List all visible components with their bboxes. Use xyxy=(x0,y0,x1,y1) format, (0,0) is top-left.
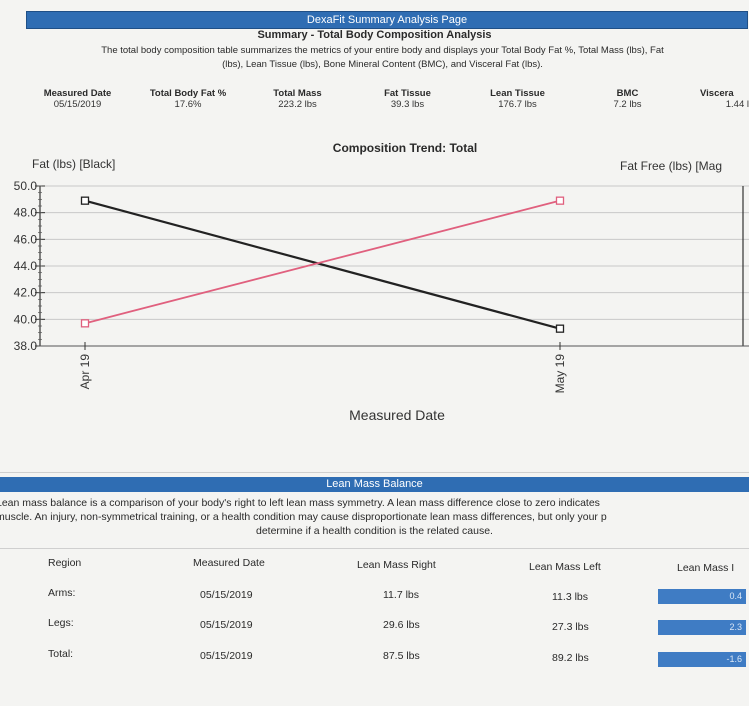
metric-label: BMC xyxy=(616,88,639,99)
lean-mass-description: Lean mass balance is a comparison of you… xyxy=(0,497,749,541)
row-region-legs: Legs: xyxy=(48,617,74,629)
data-point xyxy=(555,324,565,333)
y-tick-label: 44.0 xyxy=(14,259,38,273)
chart-grid xyxy=(40,185,749,347)
metric-value: 176.7 lbs xyxy=(498,99,537,110)
left-axis-label: Fat (lbs) [Black] xyxy=(32,157,116,171)
row-left-legs: 27.3 lbs xyxy=(552,621,589,633)
lean-mass-title: Lean Mass Balance xyxy=(0,477,749,492)
metric-label: Measured Date xyxy=(43,88,112,99)
data-point xyxy=(80,319,90,328)
row-date-total: 05/15/2019 xyxy=(200,650,253,662)
row-left-arms: 11.3 lbs xyxy=(552,591,588,603)
divider xyxy=(0,548,749,549)
summary-description-line2: (lbs), Lean Tissue (lbs), Bone Mineral C… xyxy=(222,59,543,70)
lean-mass-desc-line2: muscle. An injury, non-symmetrical train… xyxy=(0,511,607,523)
lean-mass-desc-line3: determine if a health condition is the r… xyxy=(256,525,493,537)
y-tick-label: 50.0 xyxy=(14,179,38,193)
row-diff-legs: 2.3 xyxy=(658,620,746,635)
summary-description: The total body composition table summari… xyxy=(20,44,745,72)
y-tick-label: 42.0 xyxy=(14,286,38,300)
metric-total-mass: Total Mass 223.2 lbs xyxy=(250,88,345,110)
col-header-region: Region xyxy=(48,557,82,569)
col-header-lean-diff: Lean Mass I xyxy=(677,562,735,574)
row-right-total: 87.5 lbs xyxy=(383,650,420,662)
metric-label: Viscera xyxy=(700,88,734,99)
metric-fat-tissue: Fat Tissue 39.3 lbs xyxy=(360,88,455,110)
lean-mass-desc-line1: Lean mass balance is a comparison of you… xyxy=(0,497,600,509)
chart-y-ticks: 50.0 48.0 46.0 44.0 42.0 40.0 38.0 xyxy=(14,179,744,353)
summary-description-line1: The total body composition table summari… xyxy=(101,45,664,56)
data-point xyxy=(555,196,565,205)
row-diff-total: -1.6 xyxy=(658,652,746,667)
metric-value: 05/15/2019 xyxy=(53,99,102,110)
metric-label: Fat Tissue xyxy=(384,88,431,99)
metric-value: 17.6% xyxy=(174,99,202,110)
metric-label: Total Body Fat % xyxy=(149,88,227,99)
row-region-arms: Arms: xyxy=(48,587,76,599)
right-axis-label: Fat Free (lbs) [Mag xyxy=(620,159,723,173)
section-subtitle: Summary - Total Body Composition Analysi… xyxy=(257,29,492,41)
metric-value: 39.3 lbs xyxy=(390,99,425,110)
row-region-total: Total: xyxy=(48,648,74,660)
metric-value: 223.2 lbs xyxy=(278,99,317,110)
metric-body-fat: Total Body Fat % 17.6% xyxy=(138,88,238,110)
x-tick-label: Apr 19 xyxy=(78,354,92,390)
row-right-legs: 29.6 lbs xyxy=(383,619,420,631)
row-date-arms: 05/15/2019 xyxy=(200,589,253,601)
metric-bmc: BMC 7.2 lbs xyxy=(590,88,665,110)
chart-x-axis-label: Measured Date xyxy=(349,407,445,423)
y-tick-label: 46.0 xyxy=(14,232,38,246)
metric-label: Total Mass xyxy=(273,88,322,99)
data-point xyxy=(80,196,90,205)
metric-visceral: Viscera 1.44 l xyxy=(700,88,749,110)
col-header-lean-right: Lean Mass Right xyxy=(357,559,436,571)
y-tick-label: 40.0 xyxy=(14,312,38,326)
series-line xyxy=(84,199,561,325)
metric-label: Lean Tissue xyxy=(490,88,545,99)
metric-lean-tissue: Lean Tissue 176.7 lbs xyxy=(470,88,565,110)
metric-measured-date: Measured Date 05/15/2019 xyxy=(30,88,125,110)
row-right-arms: 11.7 lbs xyxy=(383,589,419,601)
metric-value: 1.44 l xyxy=(725,99,749,110)
divider xyxy=(0,472,749,473)
chart-title: Composition Trend: Total xyxy=(332,141,478,155)
x-tick-label: May 19 xyxy=(553,354,567,394)
y-tick-label: 48.0 xyxy=(14,206,38,220)
row-left-total: 89.2 lbs xyxy=(552,652,589,664)
page-title: DexaFit Summary Analysis Page xyxy=(26,11,748,29)
chart-series xyxy=(80,196,565,333)
col-header-date: Measured Date xyxy=(193,557,265,569)
metric-value: 7.2 lbs xyxy=(613,99,642,110)
chart-x-ticks: Apr 19 May 19 xyxy=(40,342,749,393)
series-line xyxy=(84,199,561,330)
col-header-lean-left: Lean Mass Left xyxy=(529,561,601,573)
row-diff-arms: 0.4 xyxy=(658,589,746,604)
row-date-legs: 05/15/2019 xyxy=(200,619,253,631)
y-tick-label: 38.0 xyxy=(14,339,38,353)
composition-trend-chart: 50.0 48.0 46.0 44.0 42.0 40.0 38.0 Apr 19 May 1… xyxy=(14,179,749,423)
